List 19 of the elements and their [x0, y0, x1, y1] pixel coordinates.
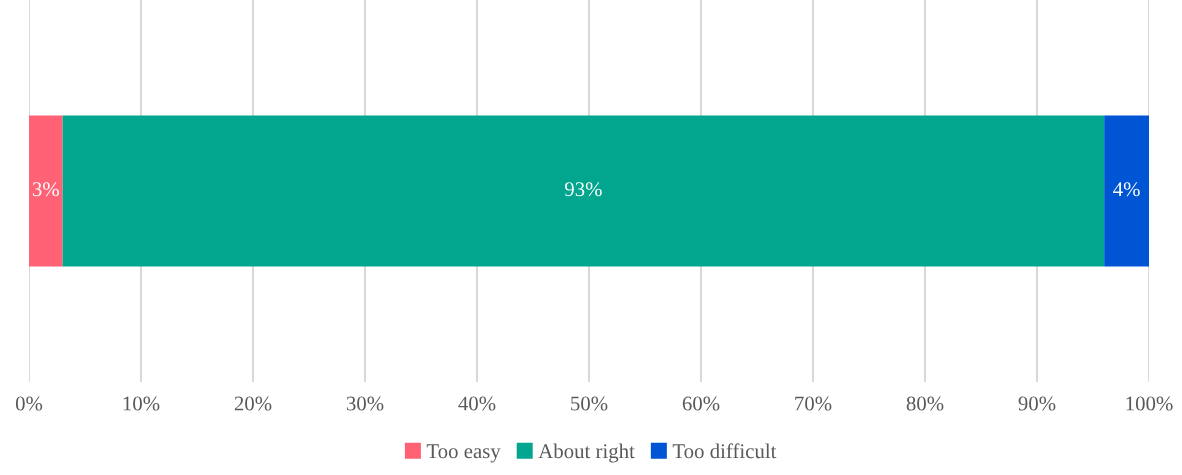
x-tick-label: 50%	[571, 396, 608, 411]
data-label: 4%	[1113, 182, 1140, 197]
data-label: 3%	[32, 182, 59, 197]
x-tick-label: 40%	[458, 396, 496, 411]
x-tick-label: 20%	[234, 396, 272, 411]
x-tick-label: 70%	[795, 396, 832, 411]
legend-label: Too easy	[426, 444, 501, 463]
x-tick-label: 30%	[346, 396, 384, 411]
x-tick-label: 90%	[1018, 396, 1056, 411]
data-label: 93%	[564, 182, 602, 197]
x-tick-label: 10%	[123, 396, 160, 411]
legend-label: About right	[538, 443, 635, 463]
x-tick-label: 60%	[682, 396, 720, 411]
x-tick-label: 0%	[15, 396, 43, 411]
bar	[29, 115, 63, 267]
bar	[1104, 115, 1149, 267]
x-tick-label: 80%	[906, 396, 944, 411]
x-tick-label: 100%	[1126, 396, 1173, 411]
legend-label: Too difficult	[672, 443, 777, 459]
